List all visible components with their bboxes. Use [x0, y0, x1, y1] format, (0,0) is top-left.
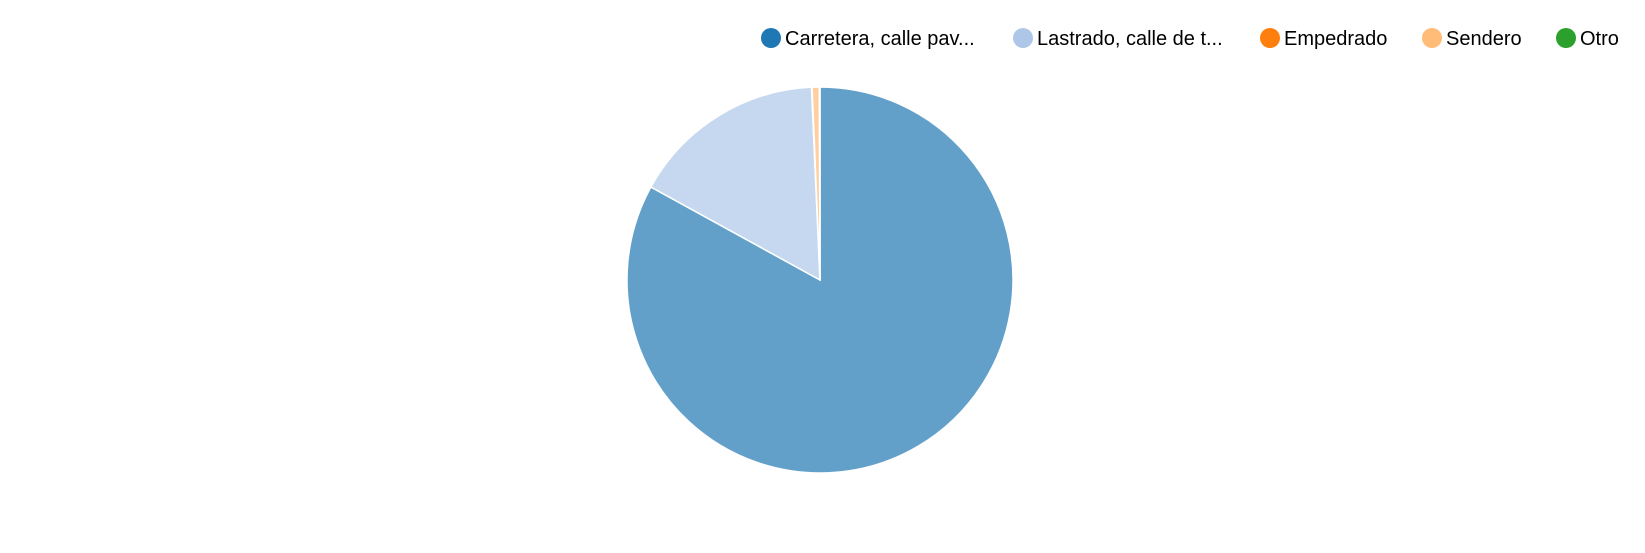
legend-item-4[interactable]: Otro [1556, 28, 1619, 50]
legend-swatch-4 [1556, 28, 1576, 48]
legend-swatch-0 [761, 28, 781, 48]
legend-label-0: Carretera, calle pav... [785, 28, 975, 50]
legend-swatch-3 [1422, 28, 1442, 48]
legend-item-2[interactable]: Empedrado [1260, 28, 1387, 50]
pie-slices [626, 86, 1014, 474]
legend-label-1: Lastrado, calle de t... [1037, 28, 1223, 50]
legend-swatch-2 [1260, 28, 1280, 48]
pie-slice-1[interactable] [649, 86, 821, 282]
legend-label-4: Otro [1580, 28, 1619, 50]
legend-item-3[interactable]: Sendero [1422, 28, 1522, 50]
legend-item-1[interactable]: Lastrado, calle de t... [1013, 28, 1223, 50]
legend-swatch-1 [1013, 28, 1033, 48]
legend: Carretera, calle pav... Lastrado, calle d… [761, 28, 1619, 50]
pie-slice-4[interactable] [818, 86, 821, 281]
legend-label-3: Sendero [1446, 28, 1522, 50]
legend-label-2: Empedrado [1284, 28, 1387, 50]
legend-item-0[interactable]: Carretera, calle pav... [761, 28, 975, 50]
